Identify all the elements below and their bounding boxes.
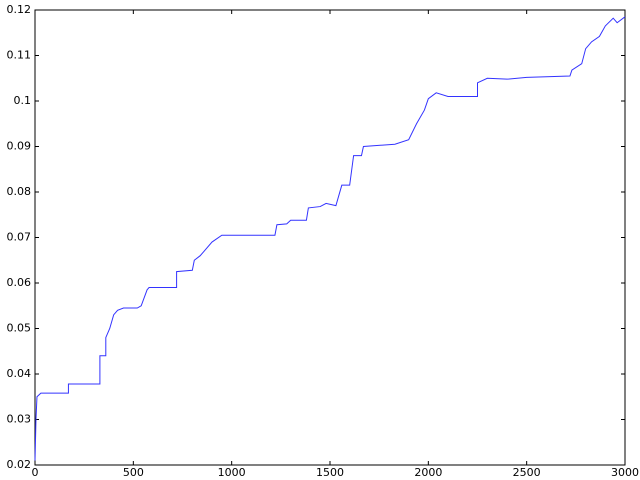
y-tick-label: 0.08	[7, 185, 32, 198]
x-tick-label: 0	[32, 466, 39, 479]
y-tick-label: 0.06	[7, 276, 32, 289]
y-tick-label: 0.02	[7, 458, 32, 471]
data-line	[34, 16, 626, 461]
y-tick-label: 0.09	[7, 140, 32, 153]
x-tick-label: 2500	[513, 466, 541, 479]
y-tick-label: 0.11	[7, 49, 32, 62]
y-tick-label: 0.1	[14, 94, 32, 107]
y-tick-label: 0.07	[7, 231, 32, 244]
x-tick-label: 500	[123, 466, 144, 479]
y-tick-label: 0.12	[7, 3, 32, 16]
plot-frame	[34, 9, 626, 466]
x-tick-label: 2000	[414, 466, 442, 479]
y-tick-label: 0.05	[7, 322, 32, 335]
x-tick-label: 3000	[611, 466, 639, 479]
x-tick-label: 1500	[316, 466, 344, 479]
y-tick-label: 0.03	[7, 413, 32, 426]
y-tick-label: 0.04	[7, 367, 32, 380]
x-tick-label: 1000	[218, 466, 246, 479]
